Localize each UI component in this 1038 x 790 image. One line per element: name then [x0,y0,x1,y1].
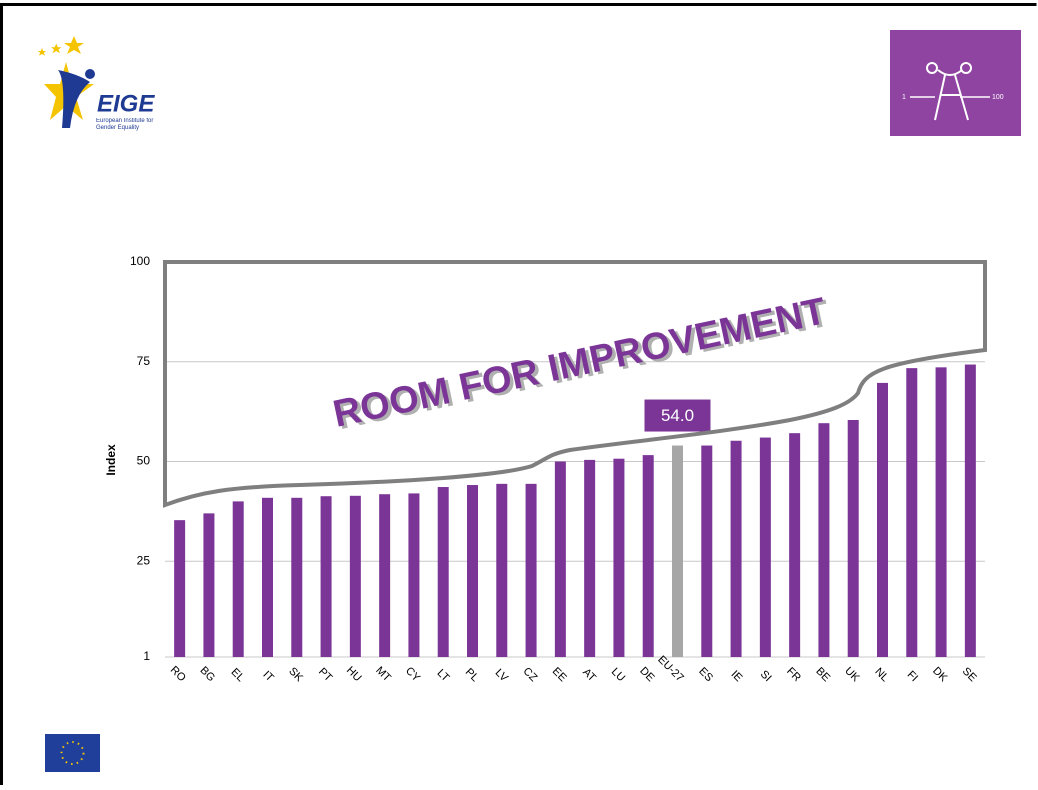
bar [554,461,566,657]
bar [935,367,947,657]
eige-caption: European Institute for Gender Equality [96,118,154,131]
index-logo-max: 100 [992,94,1004,101]
improvement-frame [163,260,987,508]
bar [818,423,830,657]
bar [964,364,976,657]
y-axis-label: Index [104,444,118,476]
bar [262,497,273,657]
bar [496,483,508,657]
index-logo-min: 1 [902,94,906,101]
bar [379,494,391,657]
index-logo: 1 100 [890,30,1021,136]
bar [613,458,625,657]
bar [701,445,713,657]
bar [672,445,683,657]
bar [203,513,215,657]
bar [349,495,361,657]
value-label: 54.0 [661,406,694,425]
eige-text: EIGE [97,90,155,117]
bar [408,493,420,657]
bar [584,459,596,657]
y-tick-label: 75 [137,354,151,368]
eige-logo: EIGE European Institute for Gender Equal… [37,36,155,131]
eu-flag [45,734,100,772]
y-tick-label: 50 [137,454,151,468]
eige-caption-box: European Institute for Gender Equality [96,118,154,131]
slide-border [0,3,1037,785]
bar [730,440,742,657]
y-tick-label: 1 [143,649,150,663]
bar [291,497,303,657]
bar [759,437,771,657]
bar [174,520,186,657]
y-tick-label: 25 [137,553,151,567]
value-label-box [644,399,711,432]
bar [906,368,918,657]
bar [789,433,801,657]
bar [467,485,478,657]
bar [642,455,654,657]
bar [877,382,888,657]
bar [525,483,537,657]
bar [437,487,449,657]
bar [320,496,332,657]
bar [232,501,244,657]
y-tick-label: 100 [130,254,150,268]
bar [847,420,859,657]
